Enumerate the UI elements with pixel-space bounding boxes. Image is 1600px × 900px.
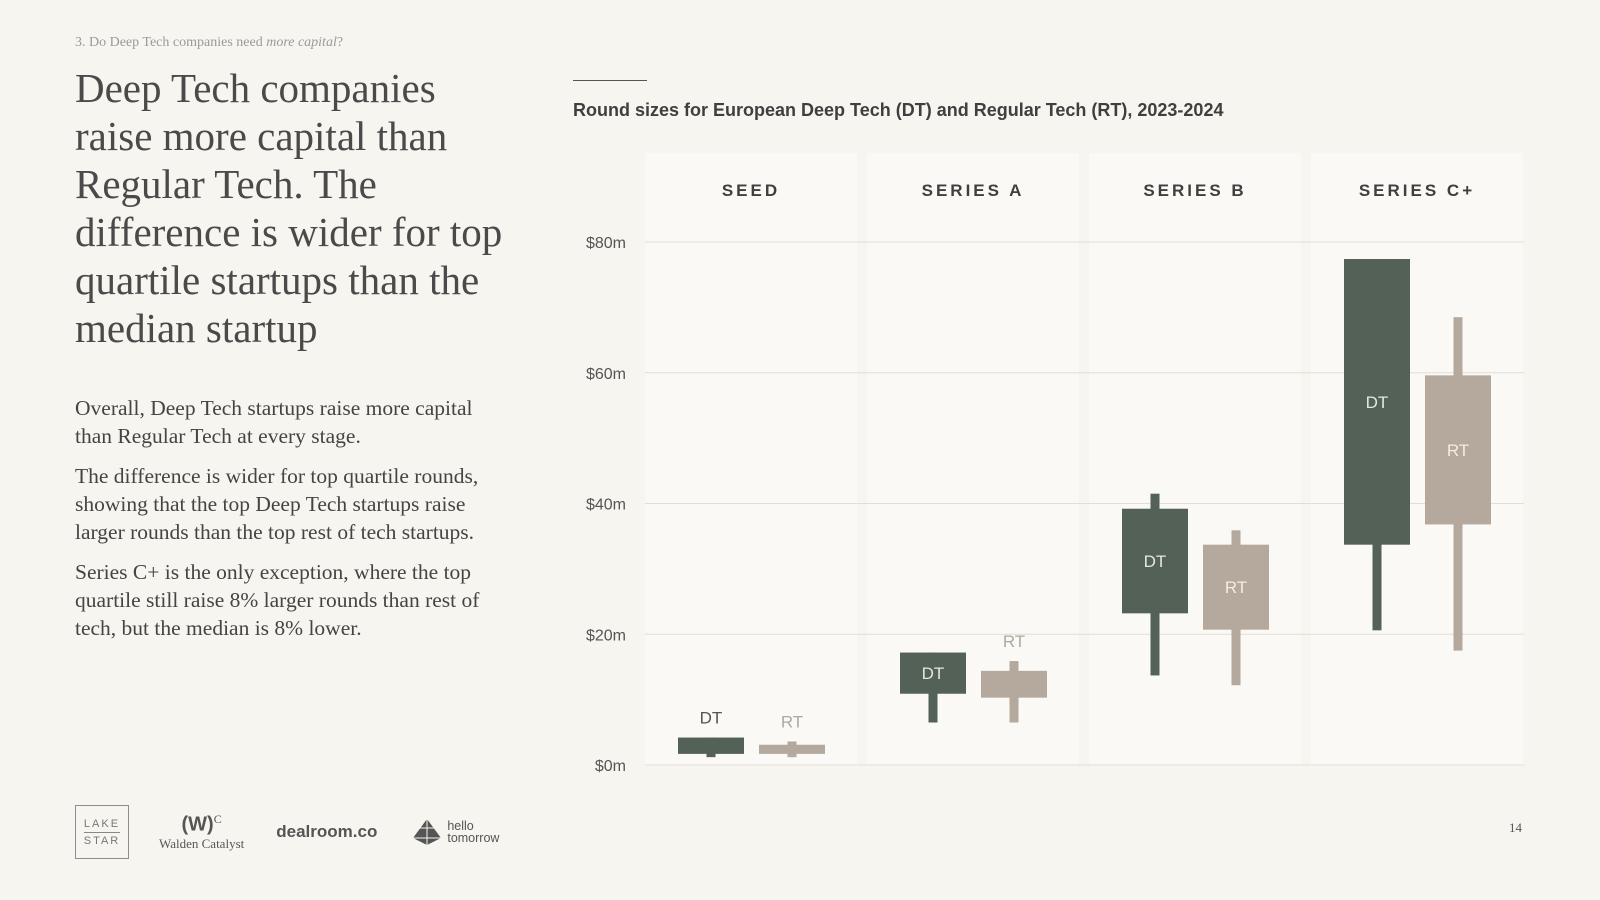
- section-kicker: 3. Do Deep Tech companies need more capi…: [75, 35, 343, 51]
- stage-panel: [1089, 153, 1301, 765]
- box-dt: [1122, 508, 1188, 614]
- dealroom-logo: dealroom.co: [276, 822, 378, 841]
- kicker-text: 3. Do Deep Tech companies need: [75, 35, 267, 50]
- logo-text: (W): [181, 813, 214, 836]
- kicker-suffix: ?: [336, 35, 344, 50]
- body-paragraph: Series C+ is the only exception, where t…: [75, 560, 480, 640]
- logo-text: C: [213, 811, 222, 826]
- box-label: DT: [922, 664, 945, 683]
- stage-panel: [1311, 153, 1523, 765]
- stage-panel: [867, 153, 1079, 765]
- logo-text: STAR: [83, 834, 121, 847]
- logo-text: Walden Catalyst: [159, 836, 245, 852]
- box-label: RT: [781, 712, 803, 731]
- y-tick-label: $60m: [586, 366, 626, 383]
- walden-catalyst-logo: (W)C Walden Catalyst: [159, 812, 244, 853]
- logo-text: tomorrow: [447, 831, 500, 845]
- body-paragraph: Overall, Deep Tech startups raise more c…: [75, 396, 473, 448]
- title-rule: [573, 80, 647, 81]
- diamond-icon: [413, 819, 442, 845]
- box-label: RT: [1225, 578, 1247, 597]
- kicker-italic: more capital: [266, 35, 337, 50]
- box-label: DT: [700, 709, 723, 728]
- y-tick-label: $20m: [586, 627, 626, 644]
- box-label: RT: [1003, 632, 1025, 651]
- partner-logos: LAKE STAR (W)C Walden Catalyst dealroom.co…: [75, 805, 499, 859]
- body-text: Overall, Deep Tech startups raise more c…: [75, 394, 505, 654]
- chart-title: Round sizes for European Deep Tech (DT) …: [573, 100, 1224, 120]
- box-rt: [981, 670, 1047, 698]
- box-dt: [678, 737, 744, 754]
- stage-label: SEED: [722, 181, 780, 200]
- stage-label: SERIES C+: [1359, 181, 1475, 200]
- hello-tomorrow-logo: hello tomorrow: [411, 818, 499, 846]
- stage-label: SERIES A: [922, 181, 1025, 200]
- box-rt: [1425, 375, 1491, 525]
- box-dt: [1344, 258, 1410, 545]
- logo-text: LAKE: [83, 818, 121, 833]
- y-tick-label: $40m: [586, 497, 626, 514]
- page-number: 14: [1509, 820, 1522, 835]
- y-tick-label: $0m: [595, 758, 626, 775]
- box-label: RT: [1447, 441, 1469, 460]
- box-rt: [1203, 544, 1269, 630]
- box-label: DT: [1144, 552, 1167, 571]
- logo-text: hello: [447, 819, 474, 833]
- y-tick-label: $80m: [586, 235, 626, 252]
- box-label: DT: [1366, 393, 1389, 412]
- box-rt: [759, 744, 825, 754]
- stage-label: SERIES B: [1143, 181, 1246, 200]
- box-dt: [900, 652, 966, 694]
- lake-star-logo: LAKE STAR: [75, 805, 129, 859]
- stage-panel: [645, 153, 857, 765]
- body-paragraph: The difference is wider for top quartile…: [75, 464, 479, 544]
- headline: Deep Tech companies raise more capital t…: [75, 65, 503, 351]
